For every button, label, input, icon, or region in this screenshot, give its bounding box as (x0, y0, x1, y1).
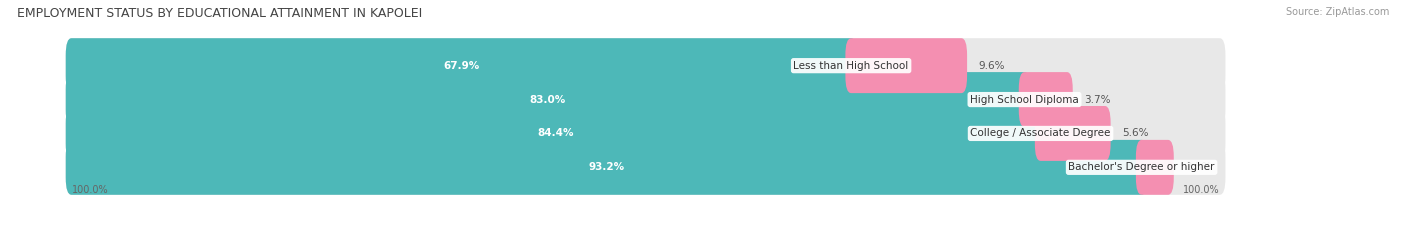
FancyBboxPatch shape (1019, 72, 1073, 127)
Text: 83.0%: 83.0% (530, 95, 567, 105)
FancyBboxPatch shape (66, 140, 1226, 195)
Text: 93.2%: 93.2% (589, 162, 624, 172)
FancyBboxPatch shape (845, 38, 967, 93)
FancyBboxPatch shape (66, 72, 1226, 127)
Text: 100.0%: 100.0% (1182, 185, 1220, 195)
Text: High School Diploma: High School Diploma (970, 95, 1078, 105)
Text: Bachelor's Degree or higher: Bachelor's Degree or higher (1069, 162, 1215, 172)
Text: 5.6%: 5.6% (1122, 128, 1149, 138)
FancyBboxPatch shape (66, 140, 1147, 195)
Text: EMPLOYMENT STATUS BY EDUCATIONAL ATTAINMENT IN KAPOLEI: EMPLOYMENT STATUS BY EDUCATIONAL ATTAINM… (17, 7, 422, 20)
FancyBboxPatch shape (66, 38, 856, 93)
Text: 3.7%: 3.7% (1084, 95, 1111, 105)
Text: 67.9%: 67.9% (443, 61, 479, 71)
Text: 2.3%: 2.3% (1185, 162, 1212, 172)
FancyBboxPatch shape (66, 106, 1226, 161)
FancyBboxPatch shape (66, 38, 1226, 93)
Text: Source: ZipAtlas.com: Source: ZipAtlas.com (1285, 7, 1389, 17)
Text: 100.0%: 100.0% (72, 185, 108, 195)
FancyBboxPatch shape (66, 106, 1046, 161)
Text: 84.4%: 84.4% (537, 128, 574, 138)
FancyBboxPatch shape (66, 72, 1031, 127)
FancyBboxPatch shape (1136, 140, 1174, 195)
Text: College / Associate Degree: College / Associate Degree (970, 128, 1111, 138)
Text: 9.6%: 9.6% (979, 61, 1005, 71)
Text: Less than High School: Less than High School (793, 61, 908, 71)
FancyBboxPatch shape (1035, 106, 1111, 161)
